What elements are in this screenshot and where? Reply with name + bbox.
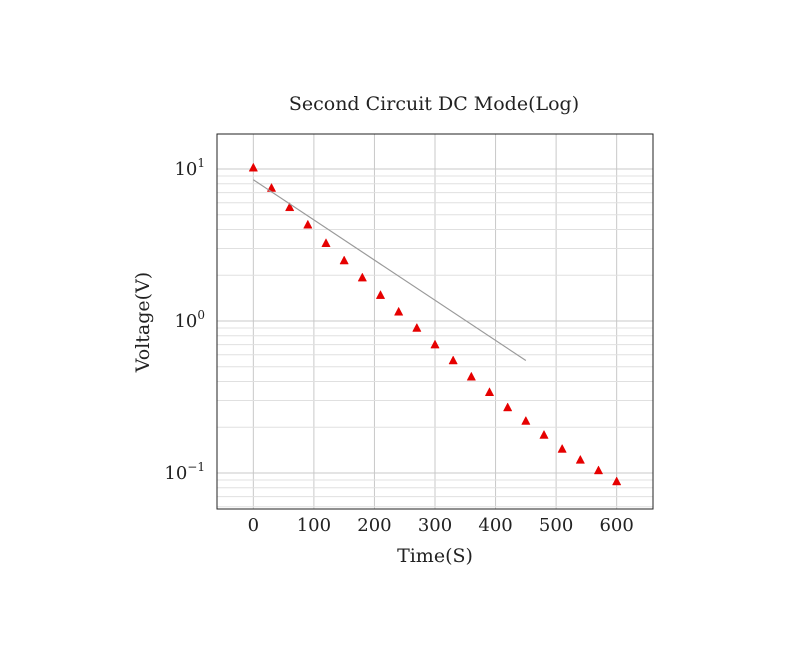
data-point-triangle [248,162,258,172]
data-point-triangle [339,255,349,265]
data-point-triangle [394,306,404,316]
series-layer [248,162,622,486]
x-tick-label: 200 [357,515,391,536]
x-tick-labels: 0 100 200 300 400 500 600 [248,515,634,536]
data-point-triangle [466,371,476,381]
x-axis-label: Time(S) [397,545,473,567]
x-tick-label: 500 [539,515,573,536]
data-point-triangle [521,415,531,425]
data-point-triangle [321,238,331,247]
grid [217,134,653,509]
data-point-triangle [357,272,367,282]
x-tick-label: 0 [248,515,259,536]
fit-line [253,179,527,362]
data-point-triangle [575,454,585,464]
data-point-triangle [285,202,295,212]
data-point-triangle [612,476,622,486]
y-tick-label: 101 [174,156,205,180]
x-tick-label: 100 [297,515,331,536]
data-point-triangle [430,339,440,349]
y-tick-label: 100 [174,308,205,332]
x-tick-label: 600 [599,515,633,536]
data-point-triangle [557,443,567,453]
data-point-triangle [593,465,604,475]
data-point-triangle [503,402,513,412]
data-point-triangle [484,387,495,397]
x-tick-label: 300 [418,515,452,536]
y-tick-labels: 101 100 10−1 [164,156,205,484]
x-tick-label: 400 [478,515,512,536]
data-point-triangle [539,429,549,439]
y-axis-label: Voltage(V) [132,272,154,373]
data-point-triangle [303,219,313,229]
data-point-triangle [412,322,422,332]
data-point-triangle [448,355,458,365]
data-point-triangle [375,290,386,299]
chart-title: Second Circuit DC Mode(Log) [289,93,579,115]
y-tick-label: 10−1 [164,460,205,484]
plot-frame [216,133,654,510]
